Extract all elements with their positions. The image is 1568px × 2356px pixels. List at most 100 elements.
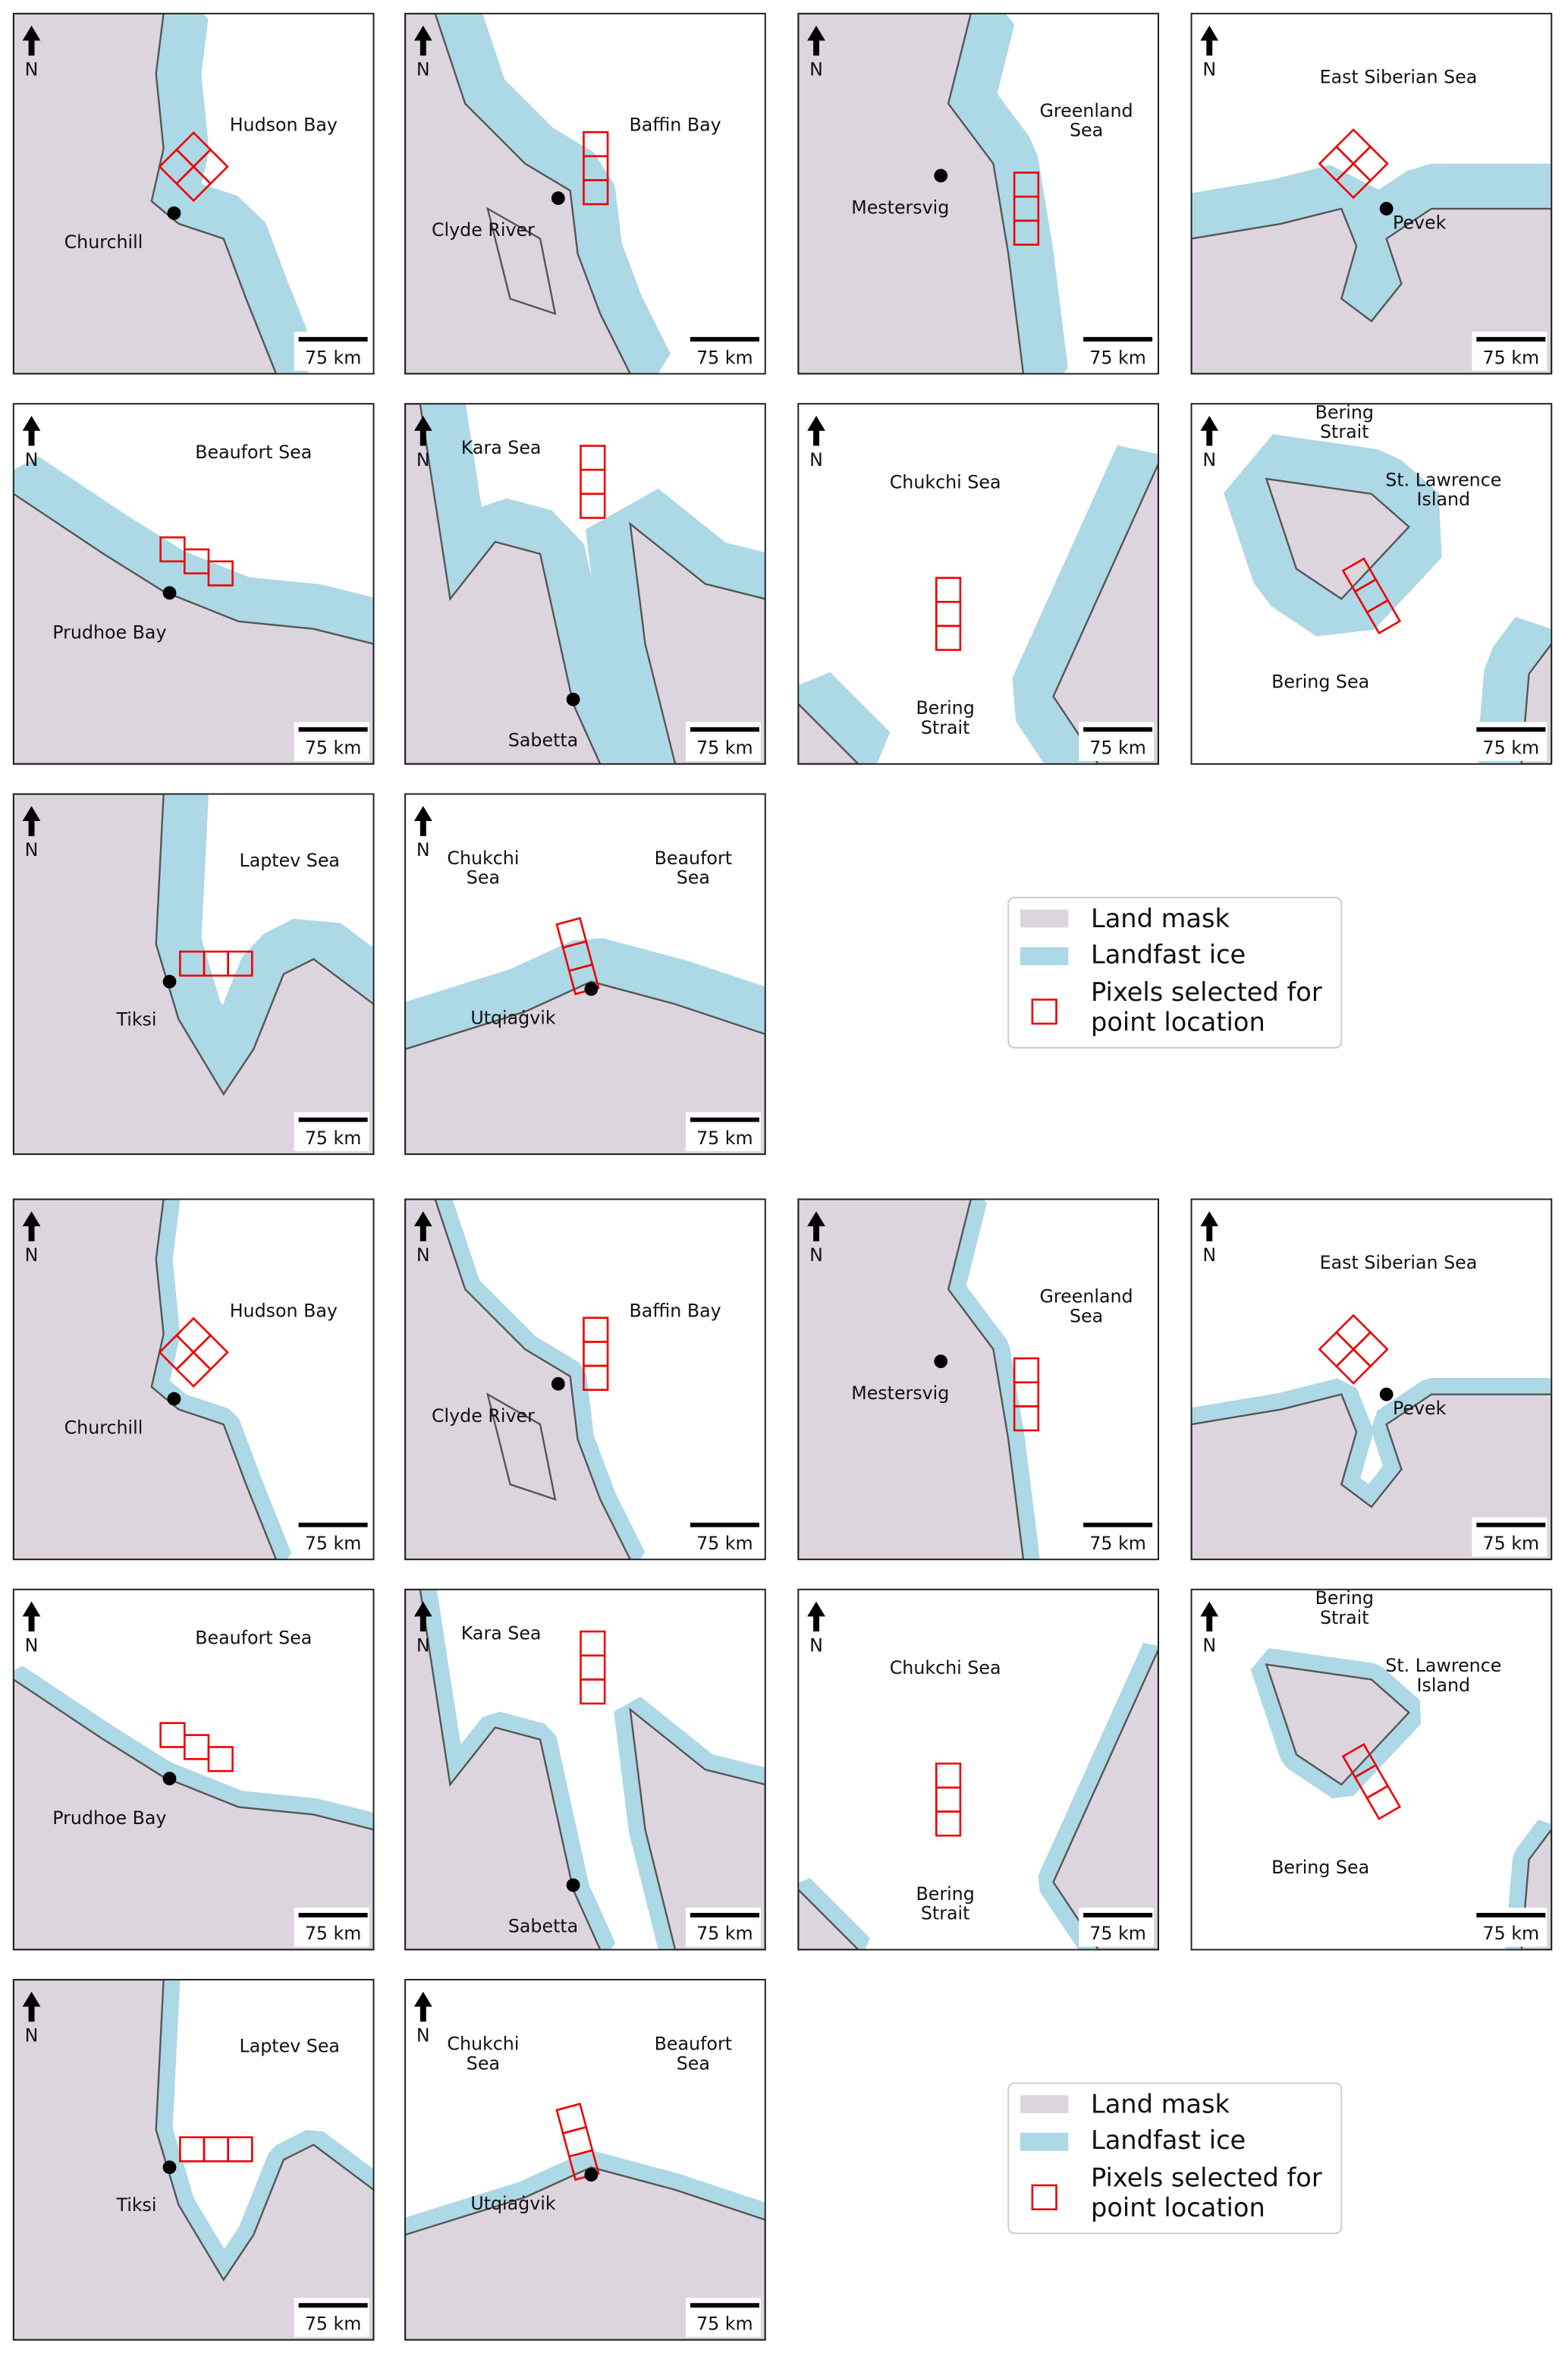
place-label: Sabetta xyxy=(508,1915,578,1936)
scale-label: 75 km xyxy=(305,1533,362,1554)
place-label: Bering xyxy=(1315,402,1374,423)
pixel-group xyxy=(580,445,606,519)
land-mask xyxy=(798,1199,1025,1560)
place-label: Sea xyxy=(1070,120,1103,141)
selected-pixel xyxy=(580,492,606,519)
map-panel: Baffin Bay Clyde River N 75 km xyxy=(404,12,766,375)
panel-frame xyxy=(1190,403,1553,765)
legend-label: Pixels selected for xyxy=(1091,2163,1322,2193)
north-label: N xyxy=(416,2025,430,2046)
land-mask xyxy=(798,1888,860,1950)
north-label: N xyxy=(416,449,430,470)
scale-label: 75 km xyxy=(305,1128,362,1149)
place-label: Greenland xyxy=(1040,1286,1133,1307)
town-marker xyxy=(551,191,565,206)
north-label: N xyxy=(25,2025,39,2046)
scale-label: 75 km xyxy=(1483,347,1540,368)
scale-label: 75 km xyxy=(696,2313,753,2334)
panel-frame xyxy=(404,12,766,375)
land-mask xyxy=(13,1199,278,1560)
selected-pixel xyxy=(179,2136,206,2163)
panel-frame xyxy=(404,1198,766,1561)
north-arrow xyxy=(1200,1601,1219,1632)
panel-frame xyxy=(404,403,766,765)
place-label: Sea xyxy=(467,2052,500,2074)
north-arrow xyxy=(22,415,41,446)
north-arrow xyxy=(413,25,432,56)
scale-label: 75 km xyxy=(1483,1923,1540,1944)
town-marker xyxy=(934,168,948,183)
north-arrow xyxy=(807,25,825,56)
town-marker xyxy=(566,692,580,706)
north-label: N xyxy=(416,1244,430,1266)
place-label: Tiksi xyxy=(115,1009,156,1030)
place-label: Bering xyxy=(1315,1587,1374,1609)
town-marker xyxy=(584,982,599,996)
north-label: N xyxy=(25,839,39,860)
scale-label: 75 km xyxy=(696,1533,753,1554)
north-arrow xyxy=(807,1211,825,1241)
place-label: Sea xyxy=(677,867,710,889)
place-label: Prudhoe Bay xyxy=(52,621,166,643)
place-label: Mestersvig xyxy=(851,197,949,219)
selected-pixel xyxy=(583,179,609,206)
north-arrow xyxy=(413,1211,432,1241)
map-layers: East Siberian Sea Pevek N 75 km xyxy=(1191,1199,1552,1560)
town-marker xyxy=(551,1376,565,1391)
place-label: Island xyxy=(1417,489,1471,510)
north-label: N xyxy=(1202,1634,1216,1656)
pixel-group xyxy=(1341,1743,1402,1820)
scale-label: 75 km xyxy=(1089,1533,1146,1554)
panel-frame xyxy=(404,1979,766,2341)
north-label: N xyxy=(25,59,39,80)
scale-label: 75 km xyxy=(305,2313,362,2334)
pixel-group xyxy=(1318,128,1389,200)
map-panel: Laptev Sea Tiksi N 75 km xyxy=(12,793,375,1156)
north-label: N xyxy=(25,1244,39,1266)
map-layers: Hudson Bay Churchill N 75 km xyxy=(13,13,374,374)
place-label: Chukchi xyxy=(447,848,519,869)
scale-label: 75 km xyxy=(696,1128,753,1149)
scale-label: 75 km xyxy=(696,738,753,759)
map-layers: Laptev Sea Tiksi N 75 km xyxy=(13,794,374,1155)
place-label: Churchill xyxy=(64,1417,143,1439)
selected-pixel xyxy=(207,1746,234,1773)
town-marker xyxy=(167,206,181,220)
pixel-group xyxy=(583,1316,609,1391)
place-label: Chukchi xyxy=(447,2034,519,2055)
map-panel: Baffin Bay Clyde River N 75 km xyxy=(404,1198,766,1561)
land-mask xyxy=(405,1589,602,1950)
selected-pixel xyxy=(179,950,206,977)
place-label: Tiksi xyxy=(115,2194,156,2216)
selected-pixel xyxy=(1013,1405,1040,1432)
map-panel: Laptev Sea Tiksi N 75 km xyxy=(12,1979,375,2341)
map-panel: East Siberian Sea Pevek N 75 km xyxy=(1190,1198,1553,1561)
north-arrow xyxy=(807,415,825,446)
pixel-group xyxy=(159,1722,234,1773)
map-panel: Beaufort Sea Prudhoe Bay N 75 km xyxy=(12,1588,375,1951)
north-label: N xyxy=(1202,1244,1216,1266)
panel-frame xyxy=(797,12,1159,375)
north-arrow xyxy=(413,1991,432,2022)
north-arrow xyxy=(413,1601,432,1632)
selected-pixel xyxy=(1365,1784,1402,1820)
map-layers: Kara Sea Sabetta N 75 km xyxy=(405,1589,765,1950)
land-mask xyxy=(486,206,557,316)
place-label: Pevek xyxy=(1393,212,1447,233)
land-mask xyxy=(405,2166,765,2340)
place-label: Laptev Sea xyxy=(240,2036,340,2057)
land-mask xyxy=(1191,207,1552,374)
map-layers: East Siberian Sea Pevek N 75 km xyxy=(1191,13,1552,374)
legend-swatch-ice xyxy=(1020,2132,1069,2151)
legend-swatch-ice xyxy=(1020,947,1069,965)
panel-frame xyxy=(797,403,1159,765)
north-arrow xyxy=(22,1991,41,2022)
place-label: Hudson Bay xyxy=(230,1300,338,1321)
panel-frame xyxy=(12,12,375,375)
town-marker xyxy=(167,1392,181,1406)
